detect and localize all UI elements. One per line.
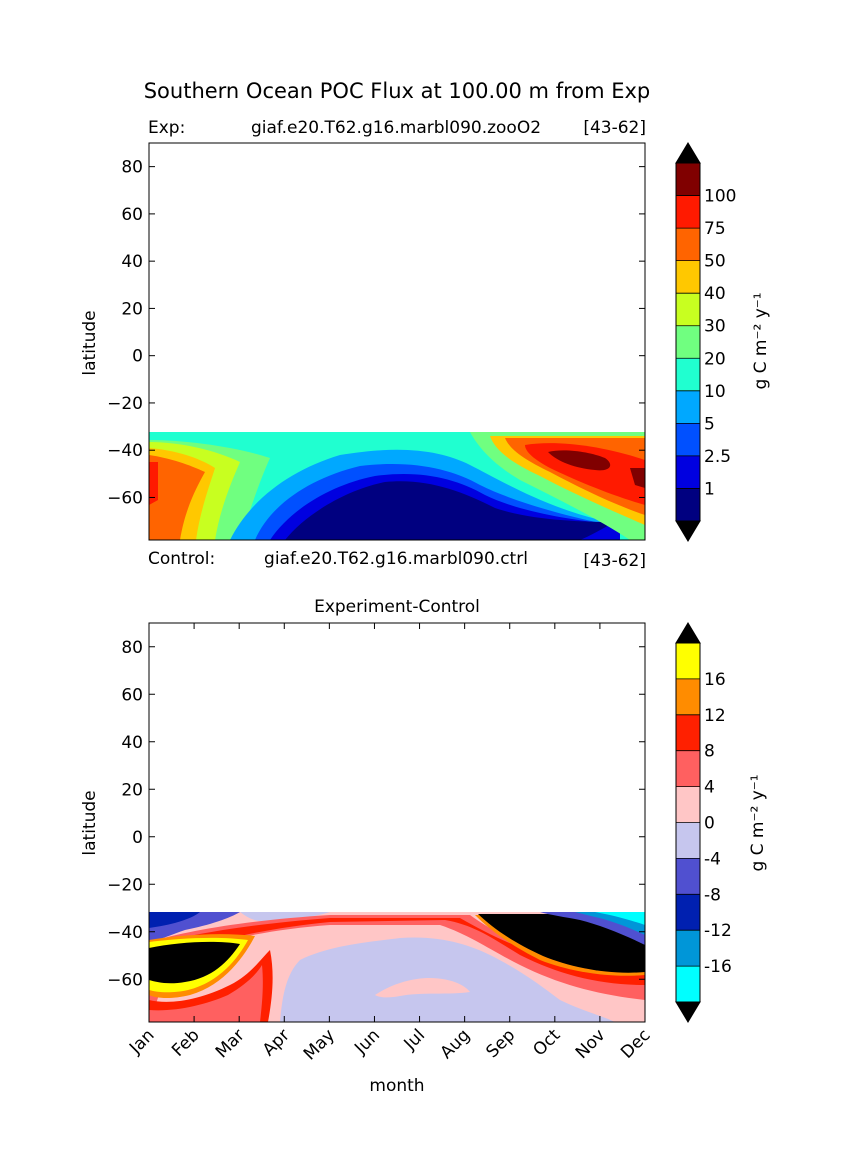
x-tick-label: Jun <box>350 1025 384 1059</box>
colorbar-swatch <box>676 858 700 895</box>
y-tick-label: 40 <box>121 733 143 753</box>
bottom-y-axis-label: latitude <box>80 790 100 855</box>
colorbar-tick-label: 30 <box>704 317 726 337</box>
colorbar-tick-label: 2.5 <box>704 447 731 467</box>
x-tick-label: May <box>300 1025 339 1064</box>
colorbar-extend-max <box>675 142 701 164</box>
x-tick-label: Nov <box>572 1025 610 1063</box>
bottom-colorbar-label: g C m⁻² y⁻¹ <box>748 774 768 871</box>
colorbar-swatch <box>676 325 700 359</box>
colorbar-tick-label: 5 <box>704 414 715 434</box>
colorbar-tick-label: 10 <box>704 382 726 402</box>
colorbar-swatch <box>676 163 700 196</box>
y-tick-label: 0 <box>132 347 143 367</box>
colorbar-tick-label: -8 <box>704 885 721 905</box>
y-tick-label: 60 <box>121 685 143 705</box>
colorbar-tick-label: -4 <box>704 849 721 869</box>
y-tick-label: 0 <box>132 828 143 848</box>
colorbar-swatch <box>676 228 700 261</box>
y-tick-label: 20 <box>121 299 143 319</box>
top-y-ticks: −60 −40 −20 0 20 40 60 80 <box>107 158 645 508</box>
bottom-axes-frame <box>148 622 646 1023</box>
bottom-plot-area <box>149 623 645 1022</box>
colorbar-frame <box>675 162 701 522</box>
colorbar-swatch <box>676 714 700 751</box>
y-tick-label: −40 <box>107 441 143 461</box>
control-label: Control: <box>148 549 215 569</box>
y-tick-label: 60 <box>121 205 143 225</box>
colorbar-extend-min <box>675 1001 701 1023</box>
y-tick-label: −60 <box>107 488 143 508</box>
x-tick-label: Aug <box>437 1025 475 1063</box>
y-tick-label: −20 <box>107 875 143 895</box>
colorbar-tick-label: 16 <box>704 670 726 690</box>
colorbar-tick-label: 4 <box>704 778 715 798</box>
colorbar-swatch <box>676 488 700 521</box>
colorbar-tick-label: 12 <box>704 706 726 726</box>
colorbar-tick-label: 75 <box>704 219 726 239</box>
x-tick-label: Mar <box>212 1025 249 1062</box>
exp-label: Exp: <box>148 118 185 138</box>
y-tick-label: −40 <box>107 923 143 943</box>
colorbar-swatch <box>676 678 700 715</box>
exp-case-label: giaf.e20.T62.g16.marbl090.zooO2 <box>251 118 541 138</box>
bottom-x-axis-label: month <box>369 1076 424 1096</box>
colorbar-swatch <box>676 966 700 1002</box>
x-tick-label: Sep <box>482 1025 519 1062</box>
colorbar-swatch <box>676 930 700 967</box>
figure-title: Southern Ocean POC Flux at 100.00 m from… <box>144 79 651 103</box>
colorbar-extend-min <box>675 520 701 542</box>
colorbar-swatch <box>676 195 700 229</box>
top-plot-area <box>149 143 645 540</box>
top-y-axis-label: latitude <box>80 310 100 375</box>
top-colorbar: 1 2.5 5 10 20 30 40 50 75 100 <box>675 142 736 542</box>
exp-years-label: [43-62] <box>583 118 646 138</box>
colorbar-tick-label: 8 <box>704 742 715 762</box>
control-years-label: [43-62] <box>583 551 646 571</box>
colorbar-swatch <box>676 643 700 679</box>
colorbar-swatch <box>676 423 700 456</box>
x-tick-label: Feb <box>168 1025 203 1060</box>
x-tick-label: Dec <box>617 1025 654 1062</box>
diff-panel-title: Experiment-Control <box>314 597 480 617</box>
colorbar-tick-label: -12 <box>704 921 732 941</box>
colorbar-swatch <box>676 455 700 489</box>
top-contour-field <box>149 432 645 540</box>
y-tick-label: 20 <box>121 780 143 800</box>
bottom-contour-field <box>149 912 645 1022</box>
colorbar-tick-label: 50 <box>704 252 726 272</box>
y-tick-label: −20 <box>107 394 143 414</box>
colorbar-extend-max <box>675 622 701 644</box>
bottom-y-ticks: −60 −40 −20 0 20 40 60 80 <box>107 638 645 990</box>
colorbar-swatch <box>676 260 700 294</box>
colorbar-tick-label: -16 <box>704 957 732 977</box>
colorbar-tick-label: 1 <box>704 479 715 499</box>
y-tick-label: −60 <box>107 970 143 990</box>
top-colorbar-label: g C m⁻² y⁻¹ <box>751 292 771 389</box>
y-tick-label: 40 <box>121 252 143 272</box>
x-tick-label: Jan <box>125 1025 158 1058</box>
colorbar-swatch <box>676 822 700 859</box>
colorbar-tick-label: 20 <box>704 349 726 369</box>
bottom-colorbar: -16 -12 -8 -4 0 4 8 12 16 <box>675 622 732 1023</box>
colorbar-swatch <box>676 358 700 391</box>
x-tick-label: Apr <box>259 1025 294 1060</box>
colorbar-tick-label: 100 <box>704 187 736 207</box>
colorbar-swatch <box>676 894 700 931</box>
colorbar-tick-label: 0 <box>704 814 715 834</box>
colorbar-tick-label: 40 <box>704 284 726 304</box>
top-axes-frame <box>148 142 646 541</box>
colorbar-swatch <box>676 390 700 424</box>
colorbar-swatch <box>676 786 700 823</box>
y-tick-label: 80 <box>121 638 143 658</box>
colorbar-swatch <box>676 750 700 787</box>
x-tick-label: Jul <box>400 1025 429 1054</box>
x-tick-label: Oct <box>529 1025 564 1060</box>
y-tick-label: 80 <box>121 158 143 178</box>
colorbar-swatch <box>676 293 700 326</box>
control-case-label: giaf.e20.T62.g16.marbl090.ctrl <box>264 549 528 569</box>
